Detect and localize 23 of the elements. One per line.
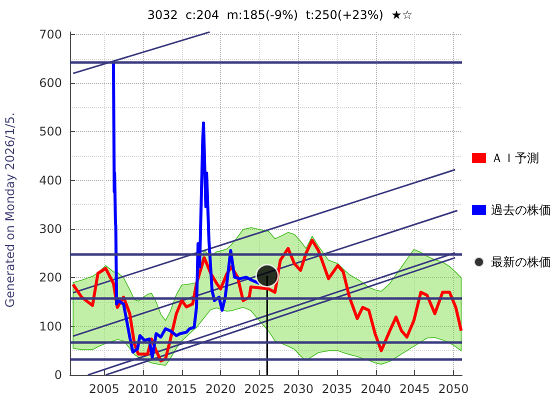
y-tick-label: 400 xyxy=(39,173,62,188)
legend-label: 最新の株価 xyxy=(491,255,551,269)
chart-title: 3032 c:204 m:185(-9%) t:250(+23%) ★☆ xyxy=(147,8,413,22)
legend-label: 過去の株価 xyxy=(491,203,551,217)
x-tick-label: 2025 xyxy=(244,382,275,396)
x-tick-label: 2030 xyxy=(282,382,314,396)
x-tick-label: 2035 xyxy=(322,382,352,396)
text: Generated on Monday 2026/1/5. xyxy=(3,112,17,308)
y-tick-label: 500 xyxy=(39,124,62,139)
legend-label: ＡＩ予測 xyxy=(491,151,539,165)
x-tick-label: 2015 xyxy=(166,382,198,396)
y-tick-label: 100 xyxy=(39,319,62,334)
x-tick-label: 2045 xyxy=(399,382,430,396)
x-tick-label: 2050 xyxy=(438,382,469,396)
x-tick-label: 2020 xyxy=(205,382,236,396)
x-tick-label: 2005 xyxy=(88,382,120,396)
x-tick-label: 2040 xyxy=(360,382,392,396)
y-tick-label: 700 xyxy=(39,27,62,42)
y-tick-label: 300 xyxy=(39,222,62,236)
y-tick-label: 600 xyxy=(39,76,62,90)
y-tick-label: 200 xyxy=(39,270,62,285)
x-tick-label: 2010 xyxy=(128,382,158,396)
y-tick-label: 0 xyxy=(54,368,62,382)
